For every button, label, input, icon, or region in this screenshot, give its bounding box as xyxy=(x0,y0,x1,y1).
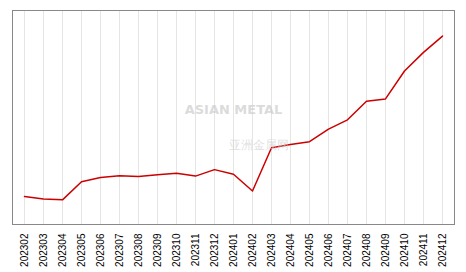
svg-text:202312: 202312 xyxy=(209,233,220,267)
svg-text:202310: 202310 xyxy=(171,233,182,267)
svg-text:202409: 202409 xyxy=(380,233,391,267)
svg-text:202302: 202302 xyxy=(19,233,30,267)
svg-text:202406: 202406 xyxy=(323,233,334,267)
svg-text:202410: 202410 xyxy=(399,233,410,267)
svg-text:202304: 202304 xyxy=(57,233,68,267)
svg-text:亚洲金属网: 亚洲金属网 xyxy=(229,138,289,152)
svg-text:202306: 202306 xyxy=(95,233,106,267)
svg-text:202403: 202403 xyxy=(266,233,277,267)
svg-text:202408: 202408 xyxy=(361,233,372,267)
svg-text:202305: 202305 xyxy=(76,233,87,267)
svg-text:202407: 202407 xyxy=(342,233,353,267)
svg-text:202303: 202303 xyxy=(38,233,49,267)
svg-text:202311: 202311 xyxy=(190,233,201,266)
svg-text:202307: 202307 xyxy=(114,233,125,267)
svg-text:202405: 202405 xyxy=(304,233,315,267)
svg-text:202401: 202401 xyxy=(228,233,239,267)
svg-text:202309: 202309 xyxy=(152,233,163,267)
svg-text:202404: 202404 xyxy=(285,233,296,267)
svg-text:ASIAN METAL: ASIAN METAL xyxy=(185,102,283,117)
svg-text:202411: 202411 xyxy=(418,233,429,266)
svg-text:202412: 202412 xyxy=(437,233,448,267)
svg-text:202308: 202308 xyxy=(133,233,144,267)
svg-text:202402: 202402 xyxy=(247,233,258,267)
